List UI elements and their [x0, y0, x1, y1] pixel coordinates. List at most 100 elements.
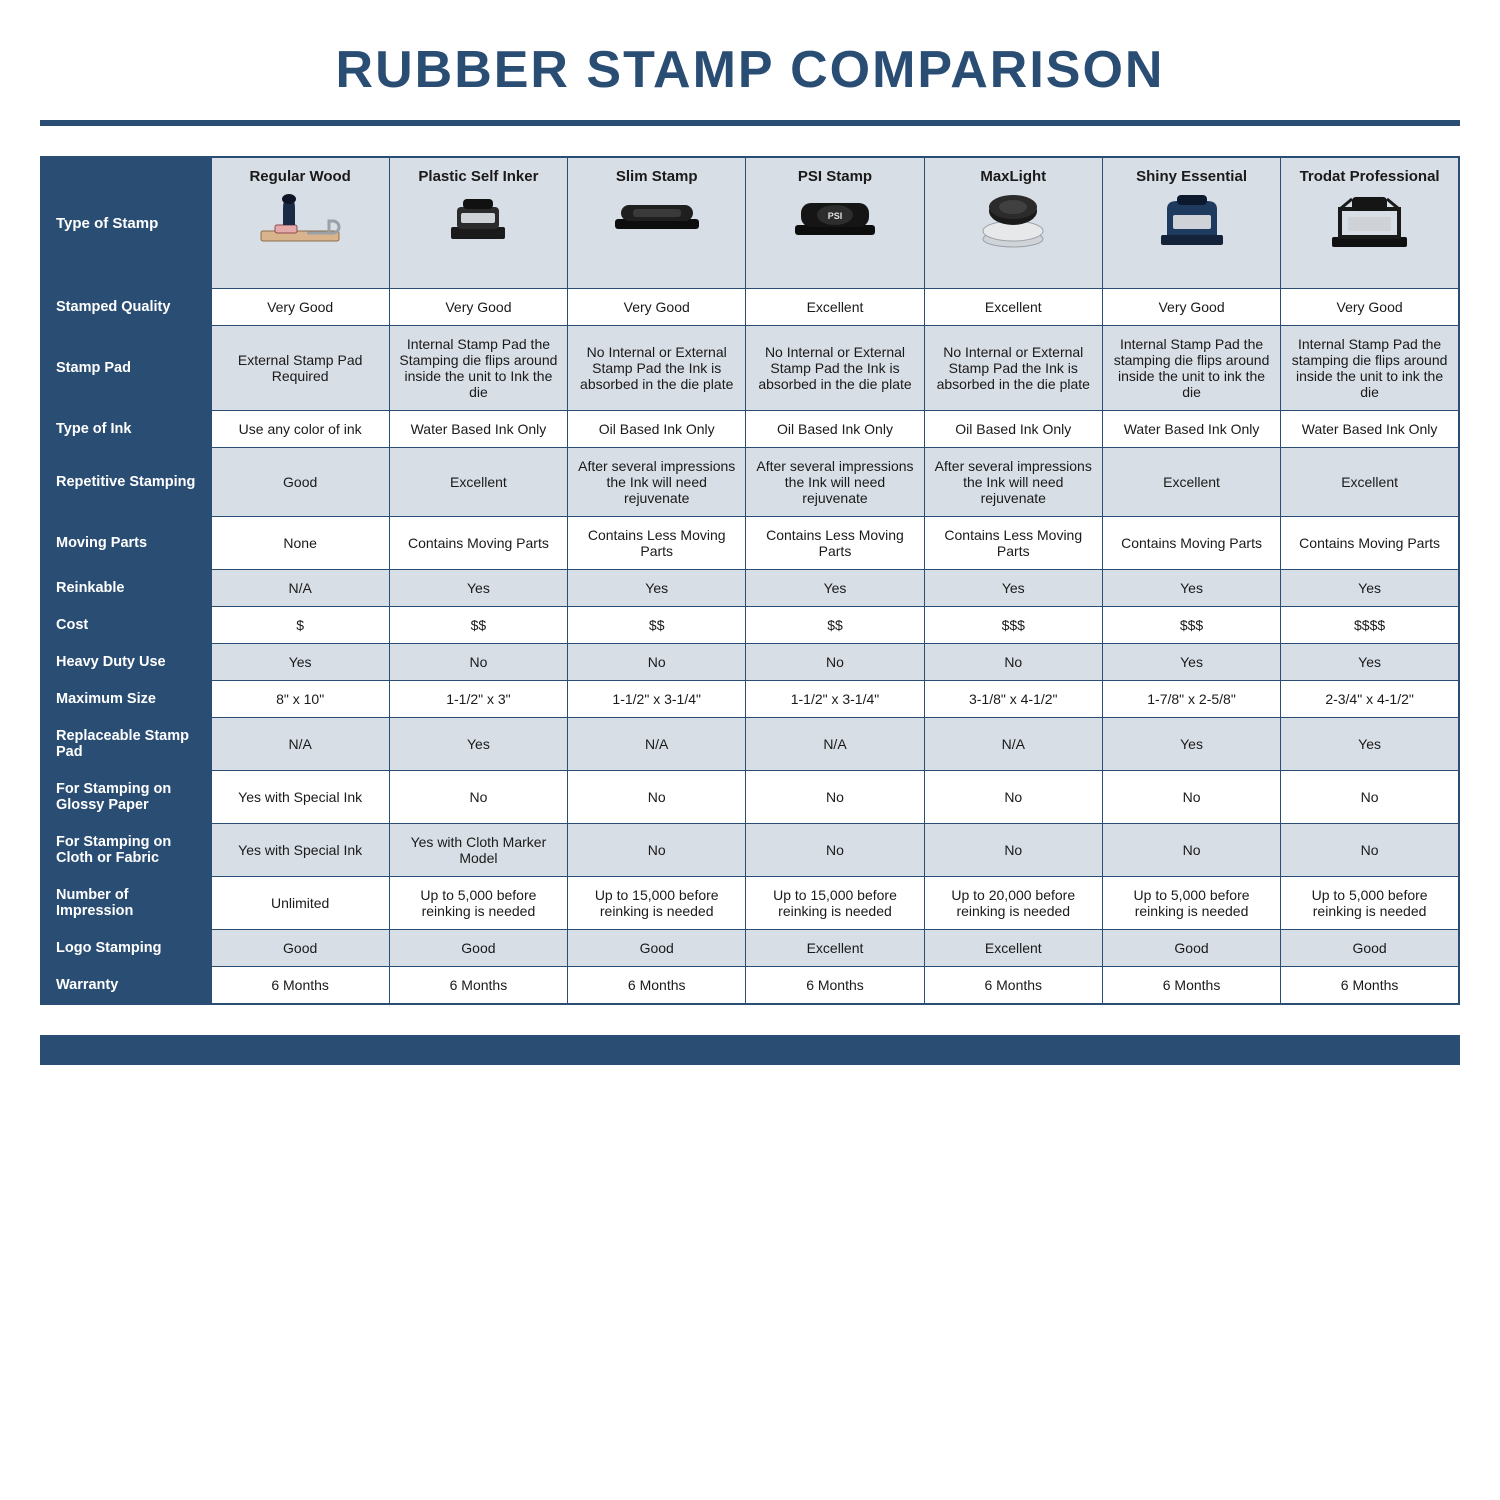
title-block: RUBBER STAMP COMPARISON — [40, 0, 1460, 126]
table-cell: Yes with Special Ink — [211, 824, 389, 877]
row-header: Warranty — [41, 967, 211, 1005]
row-header: For Stamping on Cloth or Fabric — [41, 824, 211, 877]
row-header: Repetitive Stamping — [41, 448, 211, 517]
table-cell: Very Good — [389, 289, 567, 326]
table-cell: Good — [211, 930, 389, 967]
table-cell: Up to 15,000 before reinking is needed — [568, 877, 746, 930]
column-header: PSI Stamp PSI — [746, 157, 924, 289]
table-cell: Good — [211, 448, 389, 517]
table-cell: N/A — [568, 718, 746, 771]
table-cell: No — [1102, 771, 1280, 824]
table-cell: Yes — [1102, 644, 1280, 681]
column-header: Trodat Professional — [1281, 157, 1459, 289]
table-cell: N/A — [924, 718, 1102, 771]
row-header: Replaceable Stamp Pad — [41, 718, 211, 771]
table-cell: External Stamp Pad Required — [211, 326, 389, 411]
table-cell: $$ — [746, 607, 924, 644]
table-cell: Very Good — [211, 289, 389, 326]
trodat-pro-icon — [1322, 191, 1417, 251]
table-cell: No — [746, 824, 924, 877]
table-cell: Oil Based Ink Only — [924, 411, 1102, 448]
table-cell: $ — [211, 607, 389, 644]
row-header: Moving Parts — [41, 517, 211, 570]
row-header: Maximum Size — [41, 681, 211, 718]
row-header: Heavy Duty Use — [41, 644, 211, 681]
table-cell: Yes — [1281, 644, 1459, 681]
table-cell: Water Based Ink Only — [1102, 411, 1280, 448]
table-cell: Good — [389, 930, 567, 967]
comparison-table: Type of Stamp Regular Wood Plastic Self … — [40, 156, 1460, 1005]
table-cell: No — [746, 771, 924, 824]
table-row: Logo StampingGoodGoodGoodExcellentExcell… — [41, 930, 1459, 967]
psi-stamp-icon: PSI — [785, 191, 885, 241]
table-cell: No — [746, 644, 924, 681]
table-cell: No — [1102, 824, 1280, 877]
table-cell: Unlimited — [211, 877, 389, 930]
table-row: Repetitive StampingGoodExcellentAfter se… — [41, 448, 1459, 517]
table-cell: No Internal or External Stamp Pad the In… — [568, 326, 746, 411]
table-cell: $$$ — [924, 607, 1102, 644]
table-cell: Good — [1102, 930, 1280, 967]
table-cell: Oil Based Ink Only — [746, 411, 924, 448]
table-cell: No — [568, 824, 746, 877]
table-row: ReinkableN/AYesYesYesYesYesYes — [41, 570, 1459, 607]
table-cell: Yes with Special Ink — [211, 771, 389, 824]
column-header-row: Type of Stamp Regular Wood Plastic Self … — [41, 157, 1459, 289]
table-cell: Excellent — [746, 289, 924, 326]
table-cell: No — [568, 644, 746, 681]
table-cell: Yes — [389, 718, 567, 771]
table-cell: Contains Moving Parts — [1102, 517, 1280, 570]
column-header: MaxLight — [924, 157, 1102, 289]
table-cell: No — [389, 644, 567, 681]
table-cell: Excellent — [924, 289, 1102, 326]
table-row: Type of InkUse any color of inkWater Bas… — [41, 411, 1459, 448]
self-inker-icon — [433, 191, 523, 246]
table-row: For Stamping on Glossy PaperYes with Spe… — [41, 771, 1459, 824]
table-cell: Yes — [568, 570, 746, 607]
table-cell: Water Based Ink Only — [1281, 411, 1459, 448]
table-cell: Excellent — [924, 930, 1102, 967]
table-cell: Yes with Cloth Marker Model — [389, 824, 567, 877]
table-cell: 1-1/2" x 3-1/4" — [746, 681, 924, 718]
wood-stamp-icon — [255, 191, 345, 246]
table-cell: N/A — [746, 718, 924, 771]
column-header-label: Shiny Essential — [1109, 168, 1274, 185]
corner-cell: Type of Stamp — [41, 157, 211, 289]
table-cell: No Internal or External Stamp Pad the In… — [746, 326, 924, 411]
corner-label: Type of Stamp — [56, 215, 158, 232]
table-cell: No — [924, 644, 1102, 681]
table-cell: $$ — [389, 607, 567, 644]
table-cell: Very Good — [568, 289, 746, 326]
table-cell: Yes — [211, 644, 389, 681]
table-row: Warranty6 Months6 Months6 Months6 Months… — [41, 967, 1459, 1005]
column-header: Shiny Essential — [1102, 157, 1280, 289]
table-cell: Excellent — [389, 448, 567, 517]
slim-stamp-icon — [607, 191, 707, 236]
svg-text:PSI: PSI — [828, 211, 843, 221]
table-row: Moving PartsNoneContains Moving PartsCon… — [41, 517, 1459, 570]
table-cell: 6 Months — [568, 967, 746, 1005]
maxlight-icon — [973, 191, 1053, 251]
table-cell: Contains Less Moving Parts — [568, 517, 746, 570]
table-cell: No — [924, 824, 1102, 877]
table-cell: Internal Stamp Pad the Stamping die flip… — [389, 326, 567, 411]
table-row: Replaceable Stamp PadN/AYesN/AN/AN/AYesY… — [41, 718, 1459, 771]
column-header: Slim Stamp — [568, 157, 746, 289]
table-cell: Good — [568, 930, 746, 967]
column-header-label: Slim Stamp — [574, 168, 739, 185]
table-cell: Up to 5,000 before reinking is needed — [1102, 877, 1280, 930]
row-header: Cost — [41, 607, 211, 644]
table-cell: Up to 15,000 before reinking is needed — [746, 877, 924, 930]
table-cell: Very Good — [1281, 289, 1459, 326]
table-cell: No — [1281, 824, 1459, 877]
table-cell: Contains Less Moving Parts — [746, 517, 924, 570]
table-cell: Up to 20,000 before reinking is needed — [924, 877, 1102, 930]
table-cell: 2-3/4" x 4-1/2" — [1281, 681, 1459, 718]
table-cell: 3-1/8" x 4-1/2" — [924, 681, 1102, 718]
table-cell: Yes — [746, 570, 924, 607]
table-cell: 1-1/2" x 3" — [389, 681, 567, 718]
table-cell: 6 Months — [211, 967, 389, 1005]
row-header: Reinkable — [41, 570, 211, 607]
table-row: For Stamping on Cloth or FabricYes with … — [41, 824, 1459, 877]
column-header-label: Plastic Self Inker — [396, 168, 561, 185]
